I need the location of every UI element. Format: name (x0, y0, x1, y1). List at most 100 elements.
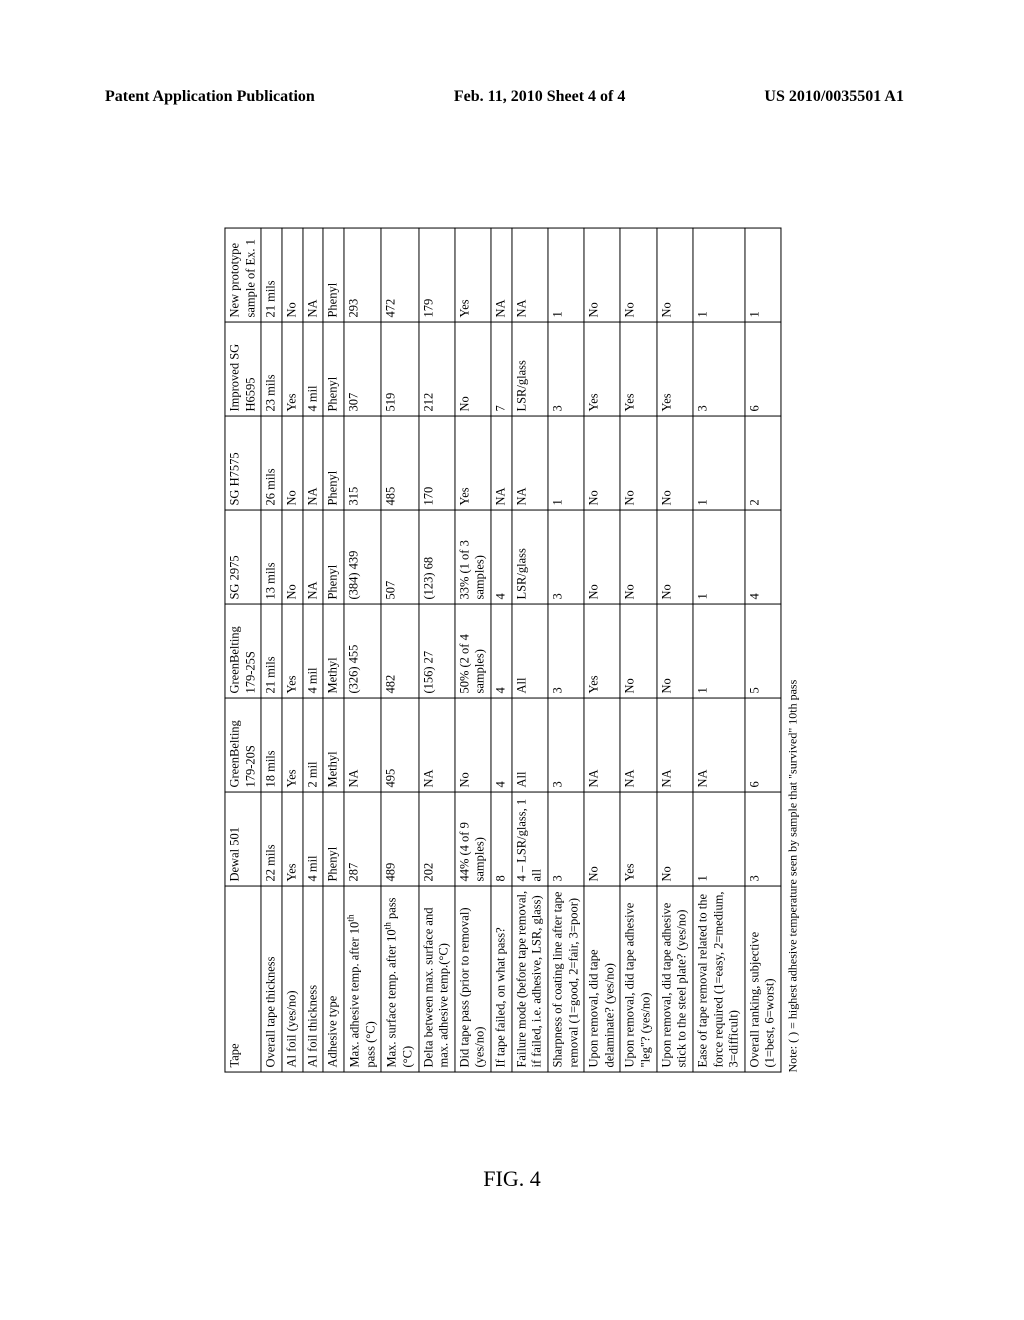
header-right: US 2010/0035501 A1 (764, 88, 904, 106)
row-label: Upon removal, did tape adhesive "leg"? (… (620, 886, 656, 1072)
col-header: Tape (224, 886, 260, 1072)
row-label: Ease of tape removal related to the forc… (692, 886, 744, 1072)
table-cell: 495 (381, 698, 418, 792)
figure-content: Tape Dewal 501 GreenBelting 179-20S Gree… (0, 210, 1024, 1090)
table-cell: NA (620, 698, 656, 792)
table-row: Failure mode (before tape removal, if fa… (511, 228, 547, 1072)
table-cell: 1 (692, 604, 744, 698)
table-cell: NA (511, 416, 547, 510)
row-label: Overall tape thickness (261, 886, 282, 1072)
table-cell: LSR/glass (511, 322, 547, 416)
table-cell: Yes (281, 322, 302, 416)
table-cell: 4 mil (302, 322, 323, 416)
table-cell: (123) 68 (418, 510, 454, 604)
table-cell: 3 (547, 322, 583, 416)
table-cell: 287 (343, 792, 380, 886)
col-header: Improved SG H6595 (224, 322, 260, 416)
table-cell: 489 (381, 792, 418, 886)
table-cell: No (620, 604, 656, 698)
table-cell: Yes (584, 322, 620, 416)
table-cell: No (454, 322, 490, 416)
table-cell: No (281, 228, 302, 322)
table-cell: 33% (1 of 3 samples) (454, 510, 490, 604)
col-header: SG H7575 (224, 416, 260, 510)
page-header: Patent Application Publication Feb. 11, … (0, 88, 1024, 106)
table-cell: 4 (491, 604, 512, 698)
header-center: Feb. 11, 2010 Sheet 4 of 4 (454, 88, 626, 106)
table-row: Max. adhesive temp. after 10th pass (°C)… (343, 228, 380, 1072)
table-cell: 8 (491, 792, 512, 886)
table-cell: Yes (281, 792, 302, 886)
table-cell: 4 mil (302, 792, 323, 886)
table-cell: Yes (454, 416, 490, 510)
table-cell: Yes (281, 604, 302, 698)
table-cell: 3 (547, 698, 583, 792)
table-cell: No (584, 416, 620, 510)
table-cell: 472 (381, 228, 418, 322)
table-cell: 22 mils (261, 792, 282, 886)
table-cell: 1 (744, 228, 780, 322)
table-cell: Yes (454, 228, 490, 322)
table-cell: All (511, 604, 547, 698)
table-cell: NA (656, 698, 692, 792)
table-cell: NA (302, 228, 323, 322)
table-cell: 3 (547, 510, 583, 604)
table-cell: 21 mils (261, 604, 282, 698)
table-cell: No (584, 792, 620, 886)
table-cell: 4 mil (302, 604, 323, 698)
table-row: Upon removal, did tape delaminate? (yes/… (584, 228, 620, 1072)
row-label: Max. surface temp. after 10th pass (°C) (381, 886, 418, 1072)
table-cell: 50% (2 of 4 samples) (454, 604, 490, 698)
table-cell: 4 – LSR/glass, 1 all (511, 792, 547, 886)
table-row: If tape failed, on what pass?8444NA7NA (491, 228, 512, 1072)
table-cell: All (511, 698, 547, 792)
table-row: Upon removal, did tape adhesive "leg"? (… (620, 228, 656, 1072)
table-cell: 26 mils (261, 416, 282, 510)
table-cell: 18 mils (261, 698, 282, 792)
table-row: Sharpness of coating line after tape rem… (547, 228, 583, 1072)
table-cell: 1 (692, 416, 744, 510)
table-cell: 179 (418, 228, 454, 322)
row-label: Upon removal, did tape adhesive stick to… (656, 886, 692, 1072)
table-cell: No (656, 604, 692, 698)
row-label: Delta between max. surface and max. adhe… (418, 886, 454, 1072)
table-cell: No (281, 416, 302, 510)
figure-label: FIG. 4 (0, 1166, 1024, 1192)
table-cell: 13 mils (261, 510, 282, 604)
table-cell: NA (692, 698, 744, 792)
table-cell: 3 (692, 322, 744, 416)
table-cell: 5 (744, 604, 780, 698)
table-cell: 6 (744, 698, 780, 792)
table-cell: NA (491, 228, 512, 322)
table-cell: 44% (4 of 9 samples) (454, 792, 490, 886)
table-cell: 4 (491, 698, 512, 792)
table-cell: No (656, 228, 692, 322)
table-cell: No (620, 416, 656, 510)
table-cell: Phenyl (323, 416, 344, 510)
table-cell: No (620, 228, 656, 322)
table-cell: 21 mils (261, 228, 282, 322)
table-cell: LSR/glass (511, 510, 547, 604)
table-cell: 519 (381, 322, 418, 416)
table-cell: 1 (547, 416, 583, 510)
comparison-table: Tape Dewal 501 GreenBelting 179-20S Gree… (224, 228, 781, 1073)
table-cell: 293 (343, 228, 380, 322)
table-cell: 315 (343, 416, 380, 510)
table-cell: Yes (620, 322, 656, 416)
table-cell: Phenyl (323, 322, 344, 416)
col-header: SG 2975 (224, 510, 260, 604)
table-cell: Yes (620, 792, 656, 886)
table-cell: NA (584, 698, 620, 792)
table-cell: (384) 439 (343, 510, 380, 604)
table-cell: Methyl (323, 698, 344, 792)
table-cell: No (584, 228, 620, 322)
table-row: Al foil (yes/no)YesYesYesNoNoYesNo (281, 228, 302, 1072)
table-cell: 485 (381, 416, 418, 510)
table-cell: 507 (381, 510, 418, 604)
row-label: Did tape pass (prior to removal) (yes/no… (454, 886, 490, 1072)
table-row: Upon removal, did tape adhesive stick to… (656, 228, 692, 1072)
table-cell: 3 (744, 792, 780, 886)
table-cell: NA (511, 228, 547, 322)
row-label: Adhesive type (323, 886, 344, 1072)
table-row: Al foil thickness4 mil2 mil4 milNANA4 mi… (302, 228, 323, 1072)
